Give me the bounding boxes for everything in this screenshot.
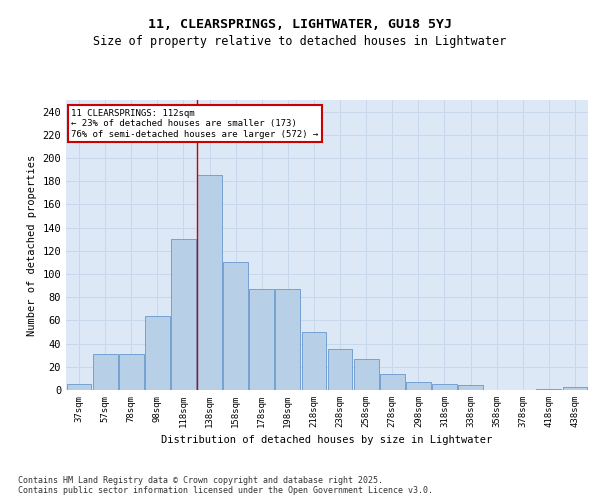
Text: Size of property relative to detached houses in Lightwater: Size of property relative to detached ho… — [94, 35, 506, 48]
Bar — [328, 350, 352, 390]
Bar — [380, 374, 404, 390]
Bar — [302, 332, 326, 390]
Text: Contains HM Land Registry data © Crown copyright and database right 2025.
Contai: Contains HM Land Registry data © Crown c… — [18, 476, 433, 495]
Text: 11, CLEARSPRINGS, LIGHTWATER, GU18 5YJ: 11, CLEARSPRINGS, LIGHTWATER, GU18 5YJ — [148, 18, 452, 30]
Bar — [406, 382, 431, 390]
Bar — [171, 239, 196, 390]
Bar — [275, 289, 300, 390]
Text: 11 CLEARSPRINGS: 112sqm
← 23% of detached houses are smaller (173)
76% of semi-d: 11 CLEARSPRINGS: 112sqm ← 23% of detache… — [71, 108, 319, 138]
Bar — [119, 354, 143, 390]
Y-axis label: Number of detached properties: Number of detached properties — [27, 154, 37, 336]
Bar — [250, 289, 274, 390]
X-axis label: Distribution of detached houses by size in Lightwater: Distribution of detached houses by size … — [161, 436, 493, 446]
Bar — [223, 262, 248, 390]
Bar — [354, 358, 379, 390]
Bar — [536, 389, 561, 390]
Bar — [67, 384, 91, 390]
Bar — [458, 386, 483, 390]
Bar — [93, 354, 118, 390]
Bar — [563, 386, 587, 390]
Bar — [145, 316, 170, 390]
Bar — [197, 176, 222, 390]
Bar — [432, 384, 457, 390]
